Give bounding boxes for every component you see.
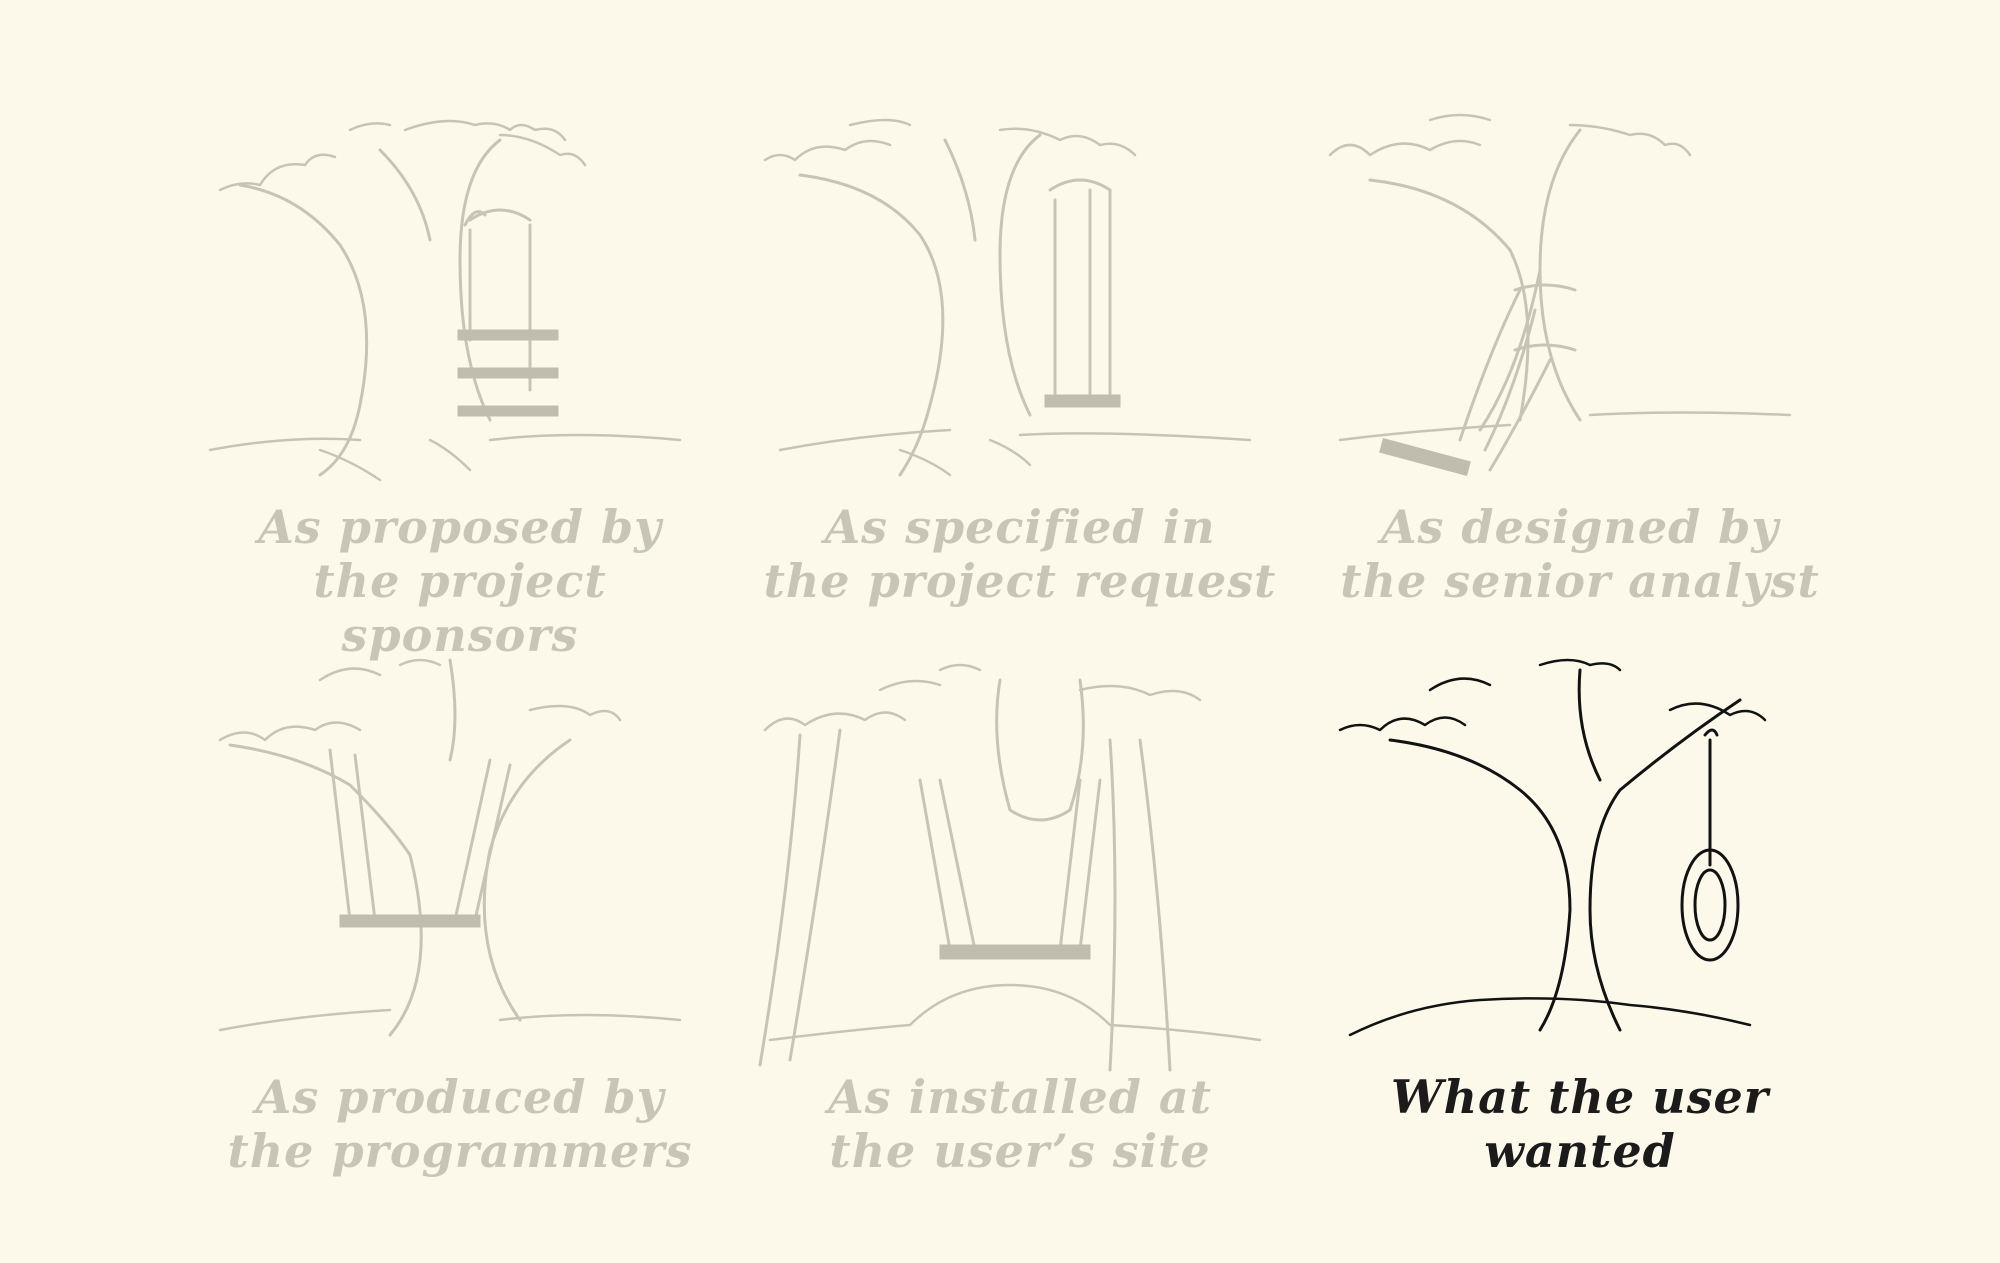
panel-caption: As proposed by the project sponsors: [200, 500, 720, 662]
caption-line: As produced by: [255, 1070, 665, 1124]
panel-caption: As designed by the senior analyst: [1320, 500, 1840, 608]
tree-long-swing-illustration: [763, 118, 1252, 477]
caption-line: As proposed by: [258, 500, 662, 554]
panel-caption: What the user wanted: [1320, 1070, 1840, 1178]
tree-rope-ladder-illustration: [208, 119, 682, 482]
tree-cut-trunk-swing-illustration: [758, 663, 1262, 1072]
caption-line: the project sponsors: [313, 554, 607, 662]
panel-caption: As specified in the project request: [760, 500, 1280, 608]
caption-line: As designed by: [1380, 500, 1780, 554]
panel-designed-by-analyst: As designed by the senior analyst: [1320, 110, 1840, 670]
panel-user-wanted: What the user wanted: [1320, 650, 1840, 1210]
panel-caption: As installed at the user’s site: [760, 1070, 1280, 1178]
panel-produced-by-programmers: As produced by the programmers: [200, 650, 720, 1210]
caption-line: the programmers: [227, 1124, 693, 1178]
caption-line: What the user: [1391, 1070, 1769, 1124]
caption-line: wanted: [1484, 1124, 1676, 1178]
tree-tire-swing-illustration: [1338, 658, 1767, 1037]
panel-specified-in-request: As specified in the project request: [760, 110, 1280, 670]
caption-line: the user’s site: [829, 1124, 1211, 1178]
caption-line: As installed at: [828, 1070, 1212, 1124]
caption-line: the senior analyst: [1340, 554, 1820, 608]
tree-tied-swing-illustration: [1328, 113, 1792, 477]
caption-line: As specified in: [824, 500, 1216, 554]
panel-caption: As produced by the programmers: [200, 1070, 720, 1178]
panel-installed-at-site: As installed at the user’s site: [758, 650, 1280, 1210]
caption-line: the project request: [763, 554, 1277, 608]
panel-proposed-by-sponsors: As proposed by the project sponsors: [200, 110, 720, 670]
tree-wrapped-swing-illustration: [218, 658, 682, 1037]
